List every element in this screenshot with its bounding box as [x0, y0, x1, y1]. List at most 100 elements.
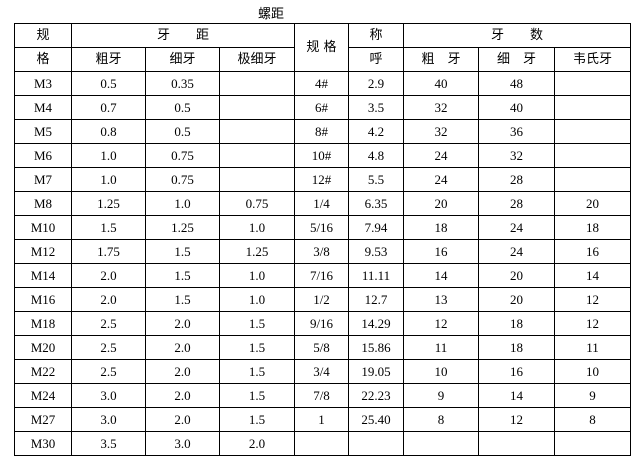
cell-pitch-extra-fine: 1.25	[219, 239, 295, 264]
cell-tpi-whitworth	[554, 119, 631, 144]
cell-nominal: 9.53	[348, 239, 404, 264]
header-coarse: 粗牙	[71, 47, 146, 72]
cell-pitch-coarse: 1.0	[71, 167, 146, 192]
cell-inch-spec: 7/8	[294, 383, 349, 408]
table-row: M24 3.0 2.0 1.5 7/8 22.23 9 14 9	[14, 383, 631, 408]
cell-pitch-coarse: 0.8	[71, 119, 146, 144]
cell-pitch-coarse: 1.75	[71, 239, 146, 264]
cell-tpi-coarse: 24	[403, 167, 479, 192]
cell-pitch-extra-fine: 1.5	[219, 359, 295, 384]
table-title: 螺距	[258, 7, 285, 22]
cell-pitch-coarse: 3.5	[71, 431, 146, 456]
cell-pitch-extra-fine	[219, 167, 295, 192]
cell-pitch-coarse: 2.0	[71, 263, 146, 288]
cell-pitch-fine: 1.5	[145, 263, 220, 288]
cell-tpi-coarse: 32	[403, 119, 479, 144]
cell-nominal: 22.23	[348, 383, 404, 408]
cell-pitch-fine: 0.5	[145, 119, 220, 144]
cell-tpi-whitworth: 10	[554, 359, 631, 384]
cell-tpi-whitworth	[554, 71, 631, 96]
cell-pitch-fine: 2.0	[145, 383, 220, 408]
cell-inch-spec: 9/16	[294, 311, 349, 336]
header-extra-fine: 极细牙	[219, 47, 295, 72]
table-row: M14 2.0 1.5 1.0 7/16 11.11 14 20 14	[14, 263, 631, 288]
cell-inch-spec: 5/8	[294, 335, 349, 360]
cell-inch-spec: 6#	[294, 95, 349, 120]
cell-pitch-coarse: 1.25	[71, 191, 146, 216]
cell-spec: M6	[14, 143, 72, 168]
header-threads-per-inch: 牙 数	[403, 23, 631, 48]
cell-tpi-whitworth: 8	[554, 407, 631, 432]
cell-nominal: 12.7	[348, 287, 404, 312]
cell-tpi-whitworth	[554, 167, 631, 192]
cell-nominal: 15.86	[348, 335, 404, 360]
cell-tpi-coarse: 11	[403, 335, 479, 360]
cell-nominal: 4.8	[348, 143, 404, 168]
cell-tpi-fine: 28	[478, 167, 555, 192]
cell-tpi-coarse: 8	[403, 407, 479, 432]
cell-spec: M22	[14, 359, 72, 384]
cell-spec: M20	[14, 335, 72, 360]
cell-tpi-whitworth: 11	[554, 335, 631, 360]
cell-tpi-fine: 12	[478, 407, 555, 432]
table-row: M20 2.5 2.0 1.5 5/8 15.86 11 18 11	[14, 335, 631, 360]
cell-tpi-coarse: 13	[403, 287, 479, 312]
cell-pitch-fine: 0.35	[145, 71, 220, 96]
table-row: M12 1.75 1.5 1.25 3/8 9.53 16 24 16	[14, 239, 631, 264]
table-row: M6 1.0 0.75 10# 4.8 24 32	[14, 143, 631, 168]
cell-tpi-coarse: 40	[403, 71, 479, 96]
table-row: M3 0.5 0.35 4# 2.9 40 48	[14, 71, 631, 96]
cell-tpi-whitworth: 12	[554, 311, 631, 336]
cell-spec: M7	[14, 167, 72, 192]
header-spec-1: 规	[14, 23, 72, 48]
thread-pitch-table: 规 牙 距 规 格 称 牙 数 格 粗牙 细牙 极细牙 呼 粗 牙 细 牙 韦氏…	[14, 23, 631, 456]
cell-pitch-extra-fine: 1.0	[219, 215, 295, 240]
cell-pitch-extra-fine: 1.0	[219, 287, 295, 312]
cell-nominal: 4.2	[348, 119, 404, 144]
table-row: M22 2.5 2.0 1.5 3/4 19.05 10 16 10	[14, 359, 631, 384]
cell-inch-spec: 10#	[294, 143, 349, 168]
cell-pitch-coarse: 2.5	[71, 359, 146, 384]
cell-pitch-fine: 1.25	[145, 215, 220, 240]
cell-spec: M27	[14, 407, 72, 432]
cell-tpi-fine: 48	[478, 71, 555, 96]
cell-pitch-fine: 2.0	[145, 311, 220, 336]
cell-tpi-coarse: 9	[403, 383, 479, 408]
cell-pitch-fine: 2.0	[145, 359, 220, 384]
cell-pitch-coarse: 3.0	[71, 383, 146, 408]
table-row: M8 1.25 1.0 0.75 1/4 6.35 20 28 20	[14, 191, 631, 216]
cell-nominal: 19.05	[348, 359, 404, 384]
cell-tpi-coarse: 20	[403, 191, 479, 216]
cell-pitch-coarse: 2.5	[71, 335, 146, 360]
cell-pitch-extra-fine: 1.5	[219, 335, 295, 360]
cell-tpi-fine: 16	[478, 359, 555, 384]
cell-nominal: 7.94	[348, 215, 404, 240]
header-pitch: 牙 距	[71, 23, 295, 48]
cell-tpi-fine: 20	[478, 263, 555, 288]
cell-tpi-coarse	[403, 431, 479, 456]
cell-spec: M30	[14, 431, 72, 456]
table-row: M7 1.0 0.75 12# 5.5 24 28	[14, 167, 631, 192]
cell-tpi-fine: 18	[478, 311, 555, 336]
cell-pitch-extra-fine: 1.5	[219, 407, 295, 432]
cell-pitch-extra-fine: 1.5	[219, 311, 295, 336]
cell-pitch-coarse: 0.5	[71, 71, 146, 96]
cell-pitch-fine: 0.75	[145, 143, 220, 168]
cell-pitch-extra-fine	[219, 71, 295, 96]
header-spec-inch: 规 格	[294, 23, 349, 72]
cell-nominal: 3.5	[348, 95, 404, 120]
cell-spec: M5	[14, 119, 72, 144]
cell-spec: M14	[14, 263, 72, 288]
cell-pitch-fine: 1.5	[145, 239, 220, 264]
cell-nominal: 14.29	[348, 311, 404, 336]
cell-nominal: 11.11	[348, 263, 404, 288]
cell-tpi-whitworth: 12	[554, 287, 631, 312]
cell-tpi-coarse: 14	[403, 263, 479, 288]
cell-inch-spec: 3/4	[294, 359, 349, 384]
cell-spec: M3	[14, 71, 72, 96]
cell-inch-spec: 1/2	[294, 287, 349, 312]
cell-inch-spec: 3/8	[294, 239, 349, 264]
cell-tpi-coarse: 18	[403, 215, 479, 240]
table-row: M4 0.7 0.5 6# 3.5 32 40	[14, 95, 631, 120]
cell-pitch-coarse: 0.7	[71, 95, 146, 120]
